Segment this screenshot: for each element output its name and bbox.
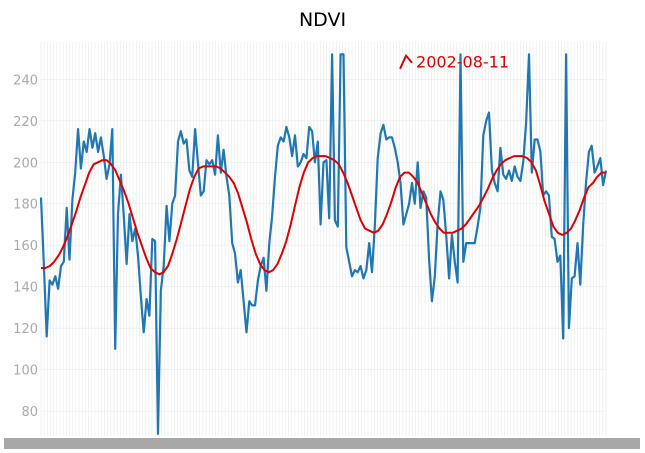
x-axis-tick-labels — [4, 438, 640, 449]
y-tick-label: 160 — [13, 239, 38, 254]
y-tick-label: 200 — [13, 156, 38, 171]
y-tick-label: 220 — [13, 115, 38, 130]
y-tick-label: 180 — [13, 198, 38, 213]
y-tick-label: 140 — [13, 281, 38, 296]
y-tick-label: 100 — [13, 364, 38, 379]
annotation-label: 2002-08-11 — [416, 53, 509, 72]
y-tick-label: 80 — [21, 405, 38, 420]
y-tick-label: 120 — [13, 322, 38, 337]
annotation-marker — [399, 53, 413, 70]
chart-title: NDVI — [298, 9, 347, 31]
y-tick-label: 240 — [13, 73, 38, 88]
series-line-smooth — [41, 155, 606, 276]
